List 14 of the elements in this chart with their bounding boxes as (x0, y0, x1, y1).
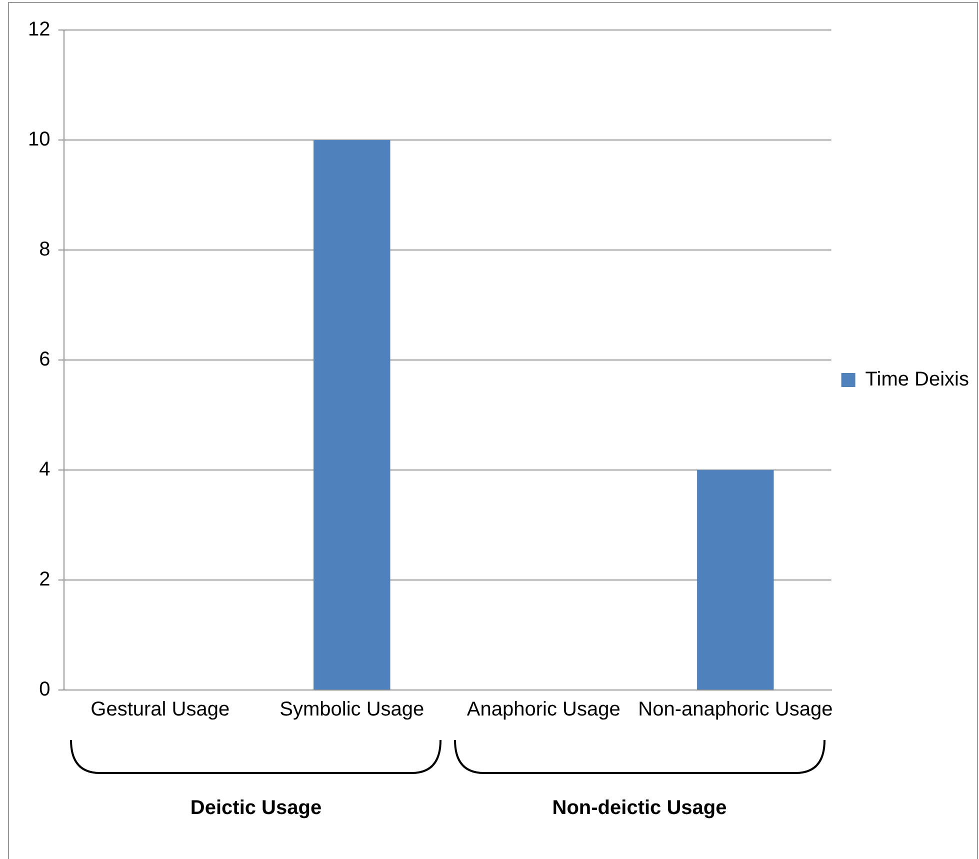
text: Deictic Usage (190, 797, 322, 820)
x-tick-label: Symbolic Usage (280, 698, 424, 721)
x-tick-label: Non-anaphoric Usage (638, 698, 833, 721)
y-tick-label: 12 (28, 18, 50, 41)
y-tick-label: 6 (39, 348, 50, 371)
x-tick-label: Anaphoric Usage (466, 698, 620, 721)
legend-label: Time Deixis (865, 368, 970, 391)
y-tick-label: 2 (39, 568, 50, 591)
y-tick-label: 0 (39, 678, 50, 701)
text: Non-deictic Usage (552, 797, 727, 820)
y-tick-label: 8 (39, 238, 50, 261)
y-tick-label: 4 (39, 458, 50, 481)
y-tick-label: 10 (28, 128, 50, 151)
x-tick-label: Gestural Usage (90, 698, 230, 721)
